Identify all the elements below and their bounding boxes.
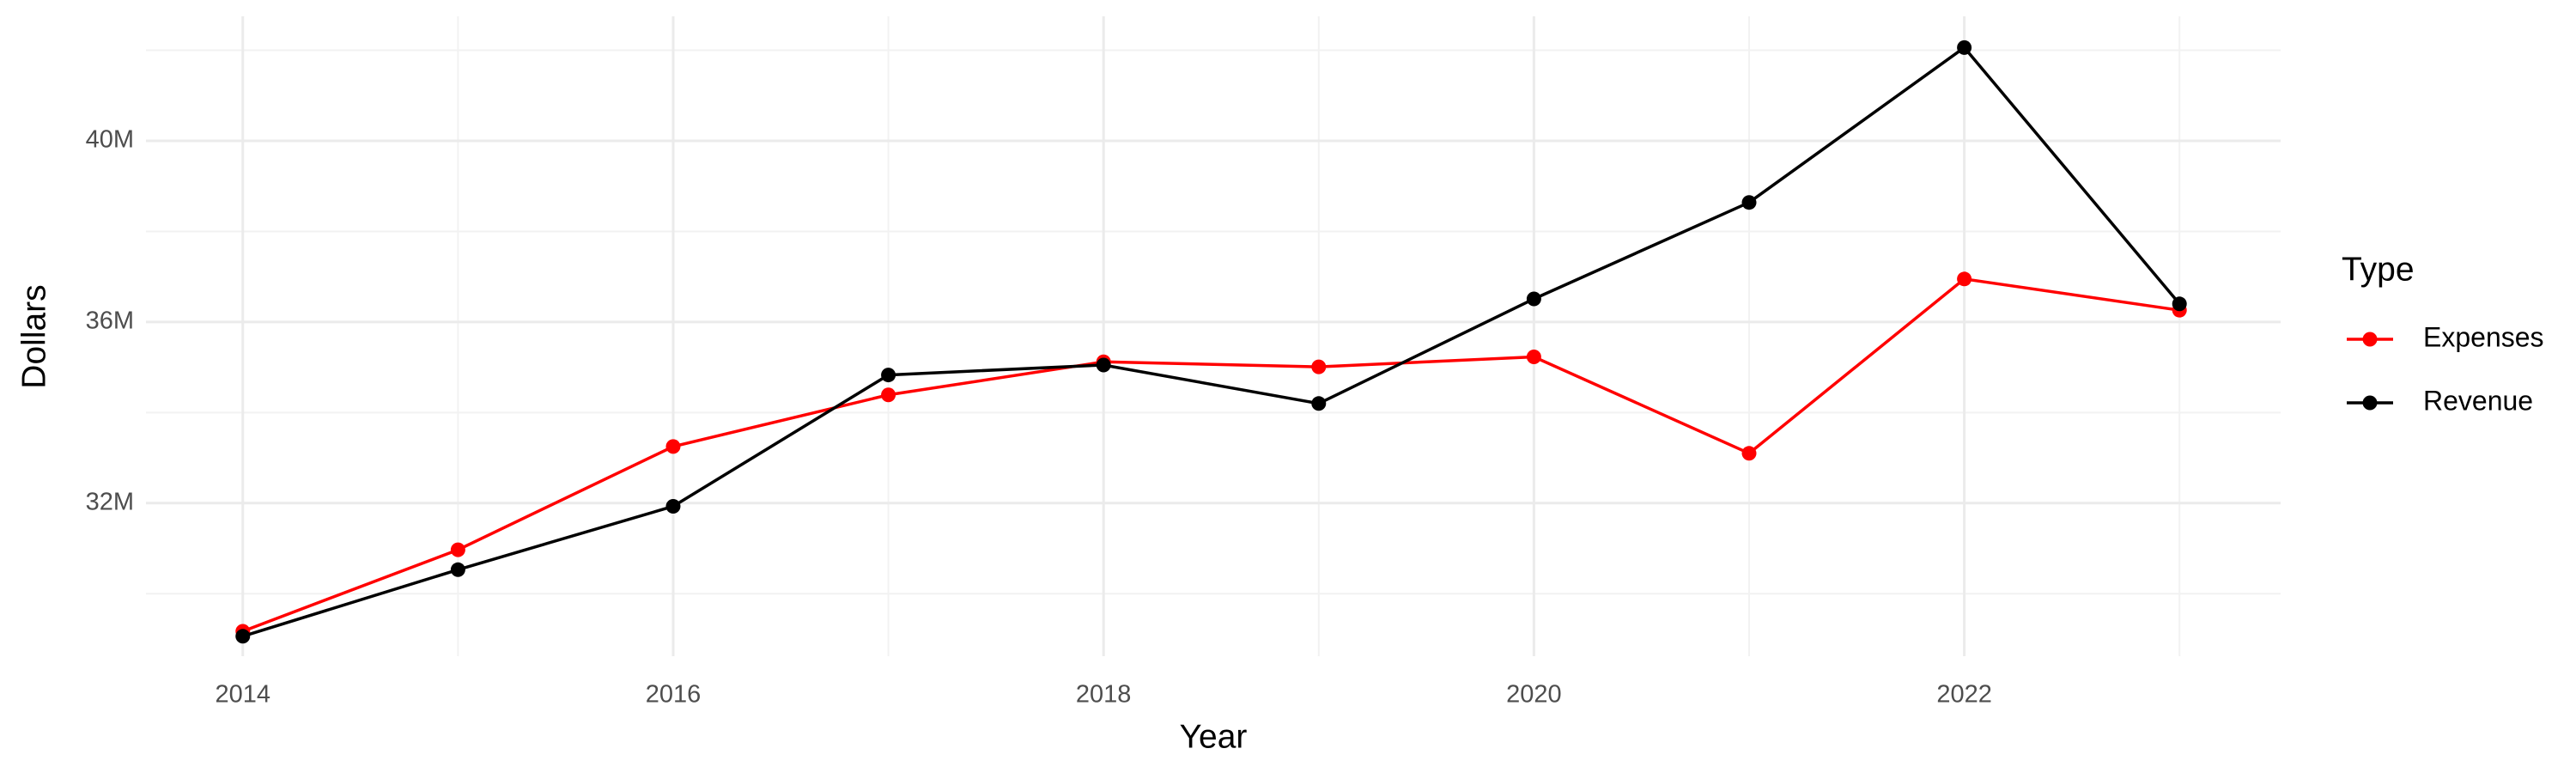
legend-text: Revenue <box>2423 385 2533 416</box>
y-tick-label: 36M <box>86 307 134 335</box>
data-point <box>881 368 896 383</box>
legend-marker <box>2362 332 2378 347</box>
data-point <box>1741 195 1757 210</box>
data-point <box>1311 359 1327 374</box>
data-point <box>1741 446 1757 461</box>
data-point <box>665 498 681 514</box>
x-tick-label: 2018 <box>1076 681 1132 709</box>
x-tick-label: 2020 <box>1506 681 1562 709</box>
data-point <box>1957 271 1972 287</box>
legend-marker <box>2362 395 2378 411</box>
legend-title: Type <box>2342 251 2415 288</box>
data-point <box>235 629 251 644</box>
series-line <box>242 46 2181 638</box>
data-point <box>450 542 465 557</box>
x-tick-label: 2014 <box>216 681 271 709</box>
data-point <box>1526 291 1541 307</box>
series-line <box>242 277 2180 633</box>
y-axis-title: Dollars <box>15 284 52 388</box>
x-tick-label: 2022 <box>1936 681 1992 709</box>
y-tick-label: 40M <box>86 126 134 154</box>
data-point <box>881 387 896 403</box>
data-point <box>2172 296 2187 312</box>
x-axis-title: Year <box>1180 718 1248 755</box>
data-point <box>1096 357 1111 373</box>
y-tick-label: 32M <box>86 488 134 515</box>
legend-text: Expenses <box>2423 321 2544 352</box>
data-point <box>1957 40 1972 55</box>
data-point <box>1526 349 1541 364</box>
data-point <box>665 439 681 454</box>
x-tick-label: 2016 <box>646 681 702 709</box>
data-point <box>1311 396 1327 411</box>
data-point <box>450 562 465 577</box>
